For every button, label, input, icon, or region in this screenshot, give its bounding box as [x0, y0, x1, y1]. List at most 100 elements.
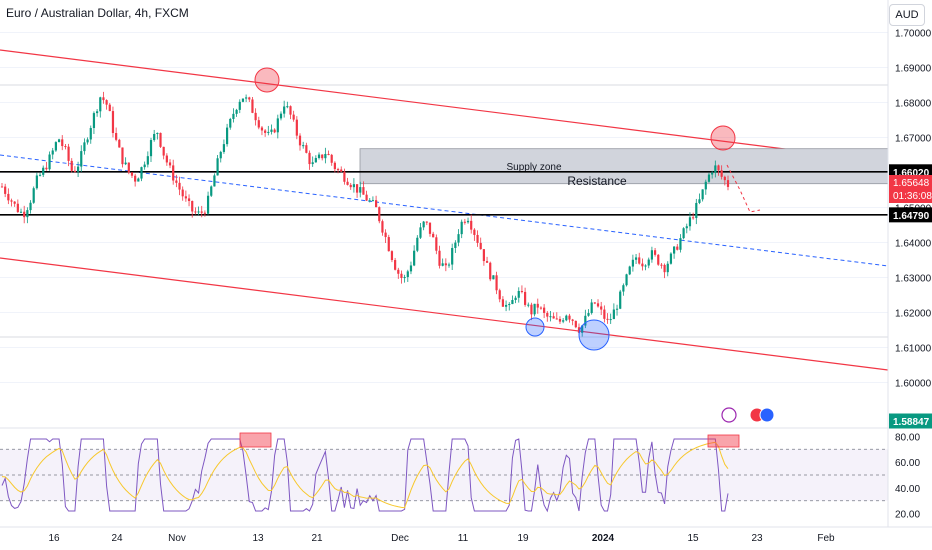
- candle-body: [666, 263, 669, 273]
- zones: Supply zone Resistance: [0, 148, 889, 216]
- time-tick-label: 15: [687, 533, 699, 544]
- candle-body: [473, 229, 476, 235]
- flash-icon[interactable]: [721, 407, 737, 423]
- candle-body: [51, 150, 54, 155]
- candle-body: [308, 152, 311, 165]
- candle-body: [489, 262, 492, 280]
- price-tick-label: 1.69000: [895, 64, 932, 75]
- candle-body: [511, 299, 514, 305]
- candle-body: [397, 269, 400, 274]
- candle-body: [362, 187, 365, 195]
- candle-body: [457, 234, 460, 243]
- candle-body: [679, 238, 682, 250]
- price-tick-label: 1.63000: [895, 274, 932, 285]
- candle-body: [568, 315, 571, 320]
- channel-mid-line: [0, 154, 889, 267]
- candle-body: [549, 316, 552, 318]
- candle-body: [76, 166, 80, 172]
- candle-body: [406, 271, 409, 278]
- candle-body: [19, 211, 23, 213]
- candle-body: [210, 186, 213, 196]
- candle-body: [235, 109, 238, 114]
- chart-title: Euro / Australian Dollar, 4h, FXCM: [6, 6, 189, 20]
- candle-body: [191, 200, 194, 212]
- candle-body: [707, 174, 711, 182]
- grid-lines: [0, 32, 888, 383]
- candle-body: [254, 112, 257, 121]
- candle-body: [552, 316, 555, 319]
- candle-body: [692, 217, 695, 219]
- candle-body: [165, 155, 168, 163]
- countdown-label: 01:36:08: [893, 191, 932, 202]
- candle-body: [390, 251, 394, 261]
- candle-body: [428, 222, 432, 234]
- candle-body: [530, 304, 533, 315]
- candle-body: [371, 200, 375, 202]
- rsi-tick-label: 80.00: [895, 432, 920, 443]
- candle-body: [619, 291, 622, 309]
- candle-body: [346, 181, 349, 185]
- candle-body: [89, 128, 92, 140]
- candle-body: [673, 246, 676, 254]
- price-tick-label: 1.60000: [895, 379, 932, 390]
- rsi-side-value-label-bg: [889, 413, 932, 429]
- candle-body: [365, 194, 368, 201]
- candle-body: [121, 147, 124, 165]
- candle-body: [203, 212, 206, 214]
- candle-body: [229, 118, 232, 128]
- rsi-overbought-box: [707, 434, 740, 448]
- candle-body: [324, 153, 327, 159]
- candle-body: [603, 309, 606, 319]
- candle-body: [213, 175, 216, 187]
- candle-body: [387, 237, 390, 252]
- candle-body: [276, 118, 279, 133]
- candle-body: [676, 246, 679, 250]
- candle-body: [688, 217, 692, 227]
- candle-body: [206, 195, 210, 214]
- event-icon[interactable]: [759, 407, 775, 423]
- candle-body: [359, 187, 362, 193]
- candle-body: [685, 226, 688, 229]
- candle-body: [127, 162, 130, 173]
- candle-body: [400, 273, 403, 278]
- candle-body: [695, 202, 698, 218]
- candle-body: [99, 97, 102, 112]
- candle-body: [29, 202, 32, 211]
- candle-body: [295, 119, 298, 136]
- candle-body: [409, 265, 413, 272]
- time-tick-label: Nov: [168, 533, 186, 544]
- candle-body: [286, 106, 289, 108]
- currency-button[interactable]: AUD: [889, 4, 925, 26]
- support-price-label: 1.64790: [893, 211, 930, 222]
- candle-body: [111, 111, 115, 134]
- candle-body: [257, 120, 260, 128]
- candle-body: [45, 167, 48, 170]
- candle-body: [264, 130, 267, 133]
- candle-body: [343, 171, 346, 182]
- candle-body: [305, 145, 308, 153]
- candle-body: [704, 181, 707, 190]
- candle-body: [70, 160, 73, 171]
- candle-body: [67, 146, 70, 161]
- candle-body: [134, 175, 137, 182]
- candle-body: [124, 162, 127, 165]
- candle-body: [321, 154, 324, 159]
- candle-body: [650, 250, 654, 260]
- candle-body: [273, 129, 276, 133]
- time-tick-label: 11: [458, 533, 469, 544]
- candle-body: [701, 189, 704, 200]
- price-tick-label: 1.67000: [895, 134, 932, 145]
- candle-body: [216, 158, 219, 176]
- candle-body: [600, 306, 603, 310]
- candle-body: [460, 221, 463, 235]
- candle-body: [720, 170, 723, 177]
- candle-body: [638, 257, 641, 264]
- candle-body: [92, 113, 96, 129]
- candle-body: [536, 303, 539, 308]
- candle-body: [622, 285, 625, 292]
- candle-body: [0, 186, 4, 188]
- rsi-ma-line: [1, 441, 729, 509]
- candle-body: [178, 182, 181, 190]
